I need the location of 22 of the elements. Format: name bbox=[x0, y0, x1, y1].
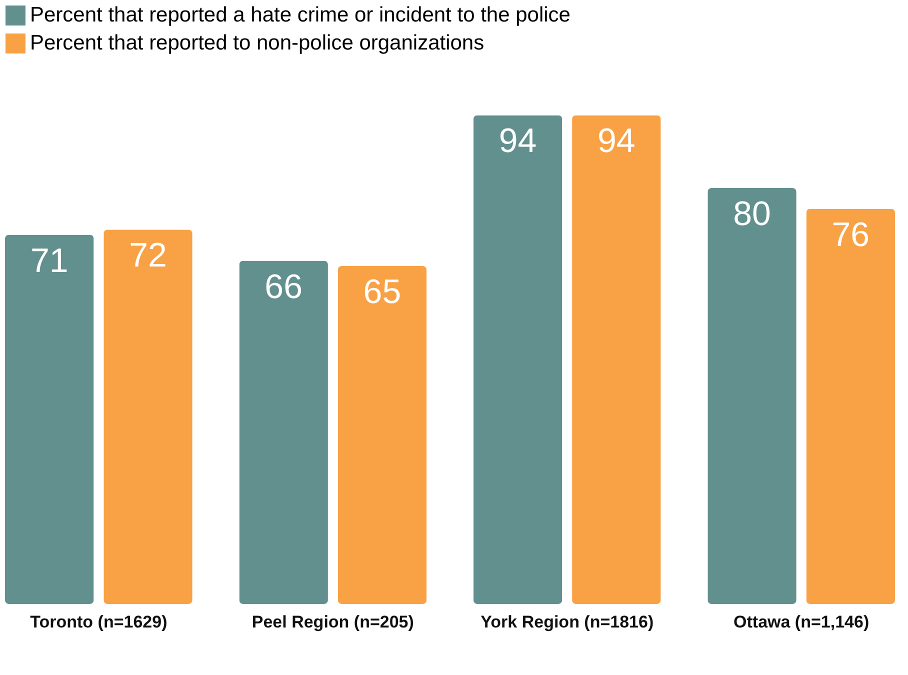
bar bbox=[239, 260, 328, 604]
bar bbox=[806, 208, 895, 604]
bar bbox=[572, 115, 661, 604]
legend-label: Percent that reported to non-police organizations bbox=[30, 32, 484, 54]
bar bbox=[5, 234, 94, 604]
bar bbox=[473, 115, 562, 604]
x-tick-label: Ottawa (n=1,146) bbox=[734, 612, 870, 632]
data-label: 66 bbox=[264, 268, 302, 306]
data-label: 94 bbox=[598, 122, 636, 160]
bar bbox=[338, 266, 427, 604]
data-label: 80 bbox=[733, 195, 771, 233]
x-tick-label: York Region (n=1816) bbox=[480, 612, 654, 632]
data-label: 76 bbox=[832, 216, 870, 254]
x-tick-label: Peel Region (n=205) bbox=[252, 612, 414, 632]
bar bbox=[708, 188, 796, 604]
bar bbox=[104, 230, 192, 604]
x-tick-label: Toronto (n=1629) bbox=[30, 612, 168, 632]
data-label: 71 bbox=[30, 242, 68, 280]
data-label: 94 bbox=[498, 122, 537, 160]
data-label: 65 bbox=[363, 273, 402, 311]
data-label: 72 bbox=[129, 236, 167, 275]
legend-label: Percent that reported a hate crime or incident to the police bbox=[30, 4, 570, 26]
